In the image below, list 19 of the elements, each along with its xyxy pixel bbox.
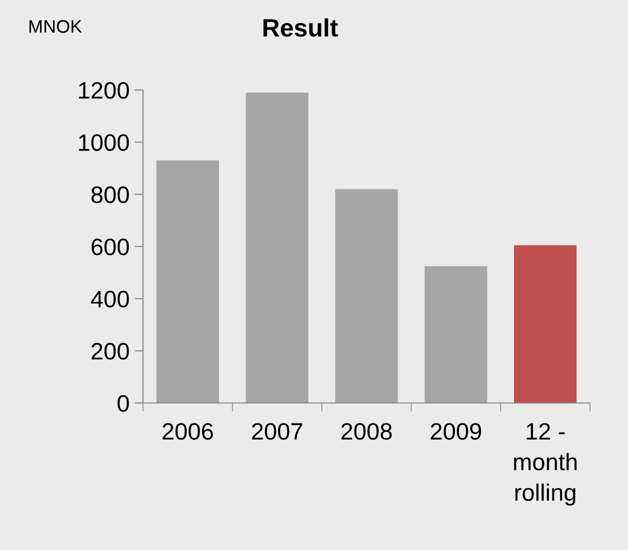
x-tick-label: 2008 xyxy=(341,423,392,440)
bar xyxy=(424,266,488,403)
y-axis-title: MNOK xyxy=(29,20,82,33)
bar xyxy=(156,160,219,403)
x-tick-label: 2007 xyxy=(252,423,302,440)
x-tick-label: 12 - month rolling xyxy=(514,423,577,506)
y-tick-label: 1200 xyxy=(79,82,129,99)
bar xyxy=(514,245,577,403)
chart-title: Result xyxy=(263,18,338,37)
x-tick-label: 2009 xyxy=(430,423,482,440)
bar xyxy=(335,189,398,403)
x-tick-label: 2006 xyxy=(162,423,213,440)
y-tick-label: 0 xyxy=(118,395,129,412)
y-tick-label: 800 xyxy=(91,186,129,204)
bar xyxy=(246,92,308,403)
y-tick-label: 200 xyxy=(92,342,129,360)
y-tick-label: 400 xyxy=(90,290,129,308)
y-tick-label: 1000 xyxy=(79,134,129,151)
y-tick-label: 600 xyxy=(92,238,129,256)
